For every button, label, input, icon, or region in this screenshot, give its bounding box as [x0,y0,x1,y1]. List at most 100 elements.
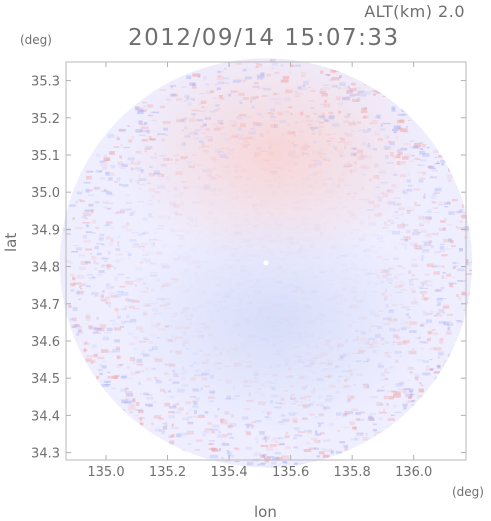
speckle-cell [312,387,315,390]
speckle-cell [292,427,297,429]
speckle-cell [321,214,324,217]
speckle-cell [163,127,169,131]
speckle-cell [112,375,118,379]
speckle-cell [138,246,145,248]
speckle-cell [393,318,398,321]
speckle-cell [340,254,348,257]
speckle-cell [116,293,123,296]
speckle-cell [116,135,119,140]
speckle-cell [219,418,223,423]
speckle-cell [380,337,385,341]
speckle-cell [394,274,397,279]
speckle-cell [269,124,276,128]
speckle-cell [297,431,306,433]
speckle-cell [334,70,340,73]
speckle-cell [288,331,295,334]
speckle-cell [400,355,403,357]
speckle-cell [173,403,177,408]
speckle-cell [107,371,111,374]
speckle-cell [174,193,183,198]
speckle-cell [133,335,138,340]
speckle-cell [327,367,335,370]
speckle-cell [374,193,381,198]
speckle-cell [227,432,232,436]
speckle-cell [187,102,192,106]
speckle-cell [129,356,136,361]
speckle-cell [152,242,156,247]
speckle-cell [378,247,382,249]
speckle-cell [336,412,342,416]
speckle-cell [270,214,277,217]
speckle-cell [173,204,181,209]
speckle-cell [89,253,92,255]
speckle-cell [129,410,134,414]
speckle-cell [176,433,182,438]
speckle-cell [164,422,168,426]
speckle-cell [290,310,298,312]
speckle-cell [133,243,140,246]
speckle-cell [372,120,378,122]
speckle-cell [293,355,300,358]
speckle-cell [148,348,153,352]
speckle-cell [209,319,218,323]
speckle-cell [412,322,419,324]
speckle-cell [360,94,367,97]
speckle-cell [164,325,169,328]
speckle-cell [166,175,169,180]
speckle-cell [292,183,299,185]
speckle-cell [426,313,433,315]
speckle-cell [80,261,88,266]
speckle-cell [206,83,210,87]
speckle-cell [293,263,297,266]
speckle-cell [186,75,192,79]
speckle-cell [194,186,202,188]
speckle-cell [154,376,157,379]
speckle-cell [170,86,174,89]
speckle-cell [98,270,105,273]
speckle-cell [230,90,238,93]
speckle-cell [360,411,365,414]
speckle-cell [202,433,207,437]
speckle-cell [406,179,411,183]
speckle-cell [389,318,397,323]
speckle-cell [398,284,404,288]
speckle-cell [319,90,327,94]
speckle-cell [399,174,406,178]
speckle-cell [452,262,457,265]
speckle-cell [338,201,343,204]
speckle-cell [177,244,185,247]
speckle-cell [148,188,156,192]
speckle-cell [189,365,194,367]
speckle-cell [194,374,202,377]
speckle-cell [446,224,453,226]
speckle-cell [350,395,355,399]
speckle-cell [127,157,135,161]
speckle-cell [202,169,211,173]
speckle-cell [129,178,133,183]
speckle-cell [442,265,445,268]
speckle-cell [265,179,272,182]
speckle-cell [253,294,259,296]
speckle-cell [240,268,247,273]
speckle-cell [367,142,370,147]
speckle-cell [165,338,173,342]
speckle-cell [254,437,259,440]
speckle-cell [285,319,290,322]
speckle-cell [313,439,321,444]
speckle-cell [203,276,206,278]
speckle-cell [360,337,368,342]
speckle-cell [309,402,313,406]
speckle-cell [277,303,283,306]
speckle-cell [332,123,340,127]
speckle-cell [357,316,364,320]
speckle-cell [317,161,323,166]
speckle-cell [363,255,371,258]
speckle-cell [430,176,438,179]
speckle-cell [258,206,262,209]
speckle-cell [171,423,174,427]
speckle-cell [326,395,332,397]
speckle-cell [89,189,93,192]
speckle-cell [308,166,312,169]
speckle-cell [386,277,394,282]
speckle-cell [393,125,401,130]
